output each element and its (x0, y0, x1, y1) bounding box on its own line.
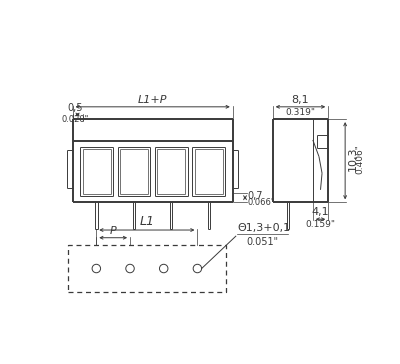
Text: 0,5: 0,5 (67, 103, 83, 113)
Text: L1: L1 (139, 215, 154, 228)
Text: 0.406": 0.406" (355, 144, 364, 174)
Text: P: P (110, 226, 116, 236)
Text: 0.159": 0.159" (306, 220, 336, 229)
Text: 0.020": 0.020" (61, 115, 88, 124)
Text: L1+P: L1+P (138, 95, 167, 104)
Text: Θ1,3+0,1: Θ1,3+0,1 (237, 223, 290, 233)
Bar (68, 245, 226, 292)
Text: 0.051": 0.051" (247, 237, 279, 247)
Text: 0,7: 0,7 (247, 191, 263, 201)
Text: 10,3: 10,3 (348, 147, 358, 171)
Text: 8,1: 8,1 (292, 95, 309, 104)
Text: 0.319": 0.319" (286, 108, 316, 116)
Text: 0.066": 0.066" (247, 198, 275, 207)
Text: 4,1: 4,1 (312, 207, 329, 217)
